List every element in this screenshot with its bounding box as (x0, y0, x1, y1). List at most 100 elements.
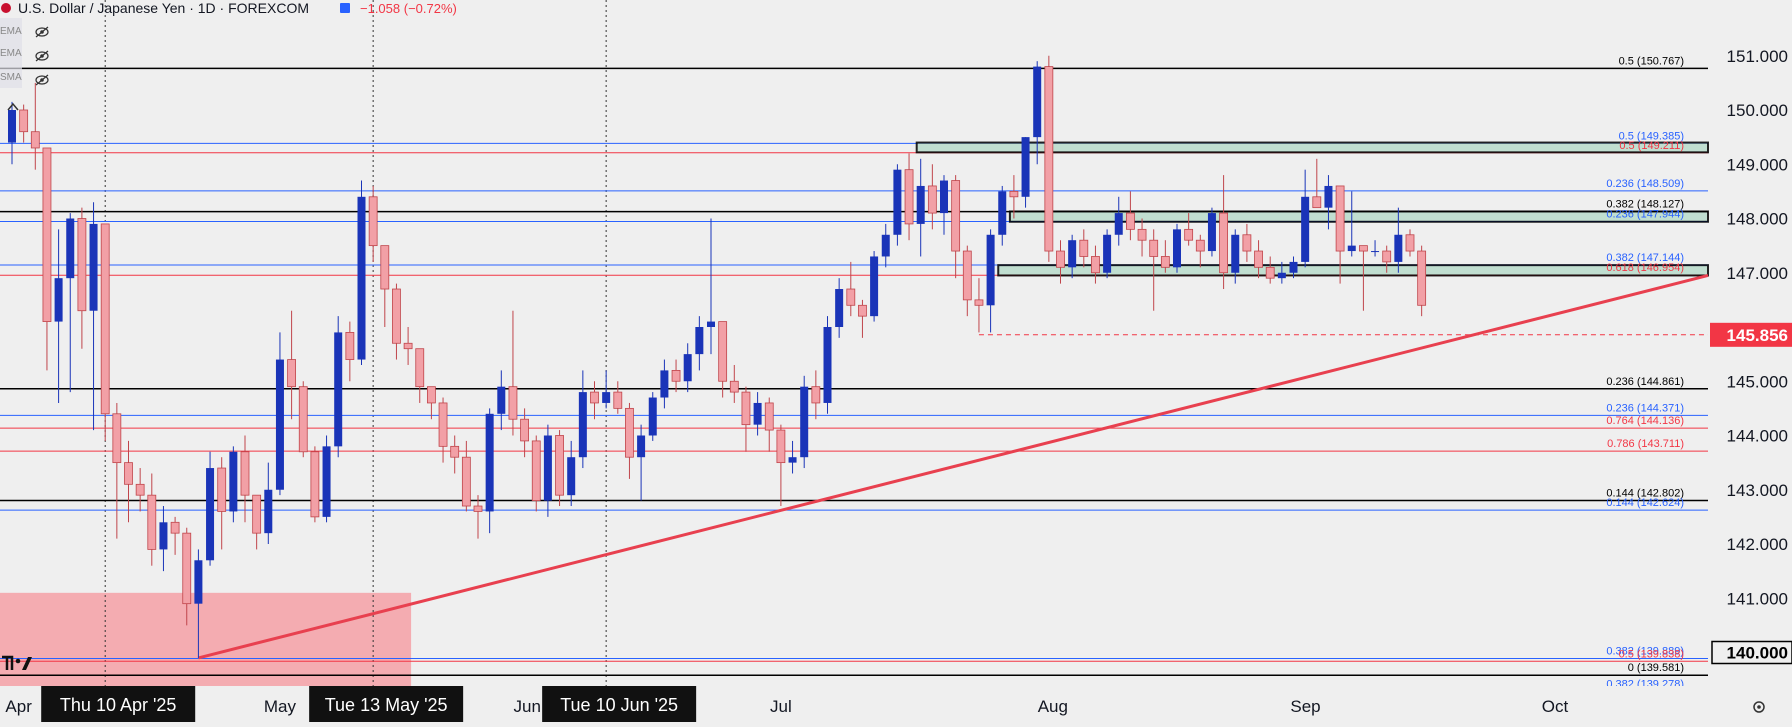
candle-body (264, 489, 273, 534)
candle-body (870, 256, 879, 317)
candle-body (473, 505, 483, 512)
candle-body (683, 354, 692, 382)
candle (264, 462, 273, 544)
fib-level-label: 0.764 (144.136) (1606, 415, 1684, 427)
candle (147, 473, 157, 566)
candle (1160, 240, 1170, 273)
candle-body (100, 223, 110, 415)
candle-body (951, 180, 961, 252)
price-axis[interactable] (1710, 0, 1792, 722)
change-marker-icon (340, 3, 350, 13)
candle (1289, 256, 1298, 279)
candle-body (497, 386, 506, 414)
price-tick-label: 151.000 (1727, 47, 1788, 66)
candle-body (380, 245, 390, 290)
candle-body (823, 327, 832, 403)
candle (1312, 158, 1322, 209)
price-tick-label: 148.000 (1727, 210, 1788, 229)
candle (1068, 234, 1077, 279)
month-tick-label: Oct (1542, 697, 1569, 716)
eye-icon[interactable] (35, 50, 49, 62)
candle-body (1056, 250, 1065, 268)
candle (1114, 196, 1123, 246)
candle (287, 310, 297, 420)
month-tick-label: Sep (1290, 697, 1320, 716)
candle (671, 359, 681, 393)
candle-body (1335, 185, 1345, 252)
candle (1335, 185, 1345, 284)
candle-body (403, 342, 413, 350)
candle (1301, 169, 1310, 268)
candle (1056, 240, 1065, 284)
candle (881, 223, 890, 268)
candle-body (8, 110, 16, 143)
candle (1137, 218, 1147, 257)
candle (823, 316, 832, 414)
candle-body (1137, 228, 1147, 241)
candle-body (1126, 212, 1135, 230)
candle (450, 435, 460, 474)
month-tick-label: Apr (5, 697, 32, 716)
candle-body (426, 386, 436, 404)
price-change: −1.058 (−0.72%) (360, 1, 457, 16)
candle (182, 527, 192, 626)
candle (322, 435, 331, 523)
candle-body (275, 359, 284, 490)
candle-body (182, 532, 192, 605)
candle (695, 316, 704, 371)
candle-body (578, 392, 587, 458)
time-axis[interactable] (0, 686, 1792, 722)
collapse-chevron-up-icon[interactable] (7, 102, 19, 111)
candle-body (1277, 272, 1286, 279)
candle-body (531, 440, 541, 501)
candle-body (368, 196, 378, 247)
candle (1173, 223, 1181, 273)
candle-body (252, 494, 262, 534)
candle (741, 386, 751, 452)
candle-body (170, 521, 180, 534)
candle (986, 229, 995, 333)
candle-body (1371, 251, 1380, 253)
fib-level-label: 0.5 (149.385) (1619, 130, 1684, 142)
indicator-legend: EMA EMA SMA (0, 18, 49, 111)
candle-body (741, 391, 751, 426)
candle-body (66, 218, 75, 279)
candle (927, 164, 937, 230)
candle (1126, 191, 1135, 241)
candle (217, 457, 227, 550)
crosshair-date-badge (542, 686, 697, 722)
candle (497, 370, 506, 431)
candle (298, 381, 308, 458)
eye-icon[interactable] (35, 26, 49, 38)
candle (1277, 261, 1286, 284)
candle (1231, 229, 1240, 284)
crosshair-date-badge (41, 686, 196, 722)
candle (194, 549, 203, 658)
crosshair-date-label: Tue 13 May '25 (325, 695, 448, 715)
candle-body (124, 462, 133, 485)
fib-level-label: 0.5 (150.767) (1619, 55, 1684, 67)
candle-body (753, 402, 762, 425)
candle-body (287, 359, 297, 388)
candle-body (671, 369, 681, 382)
candle (30, 82, 40, 170)
candle (1405, 229, 1415, 257)
candle-body (1405, 234, 1415, 252)
candle (415, 348, 425, 403)
eye-icon[interactable] (35, 74, 49, 86)
candle-body (1382, 250, 1392, 263)
settings-gear-icon[interactable] (1753, 701, 1765, 713)
fib-level-label: 0.236 (147.944) (1606, 209, 1684, 221)
candle-body (1289, 261, 1298, 273)
candle (357, 180, 366, 365)
crosshair-date-label: Tue 10 Jun '25 (560, 695, 678, 715)
indicator-ema-2: EMA (0, 48, 22, 59)
candle-body (800, 386, 809, 458)
candle (846, 261, 856, 317)
candle-body (42, 147, 52, 322)
candle (1207, 207, 1216, 257)
candle (753, 392, 762, 436)
candle-body (415, 348, 425, 388)
candle (112, 402, 122, 539)
